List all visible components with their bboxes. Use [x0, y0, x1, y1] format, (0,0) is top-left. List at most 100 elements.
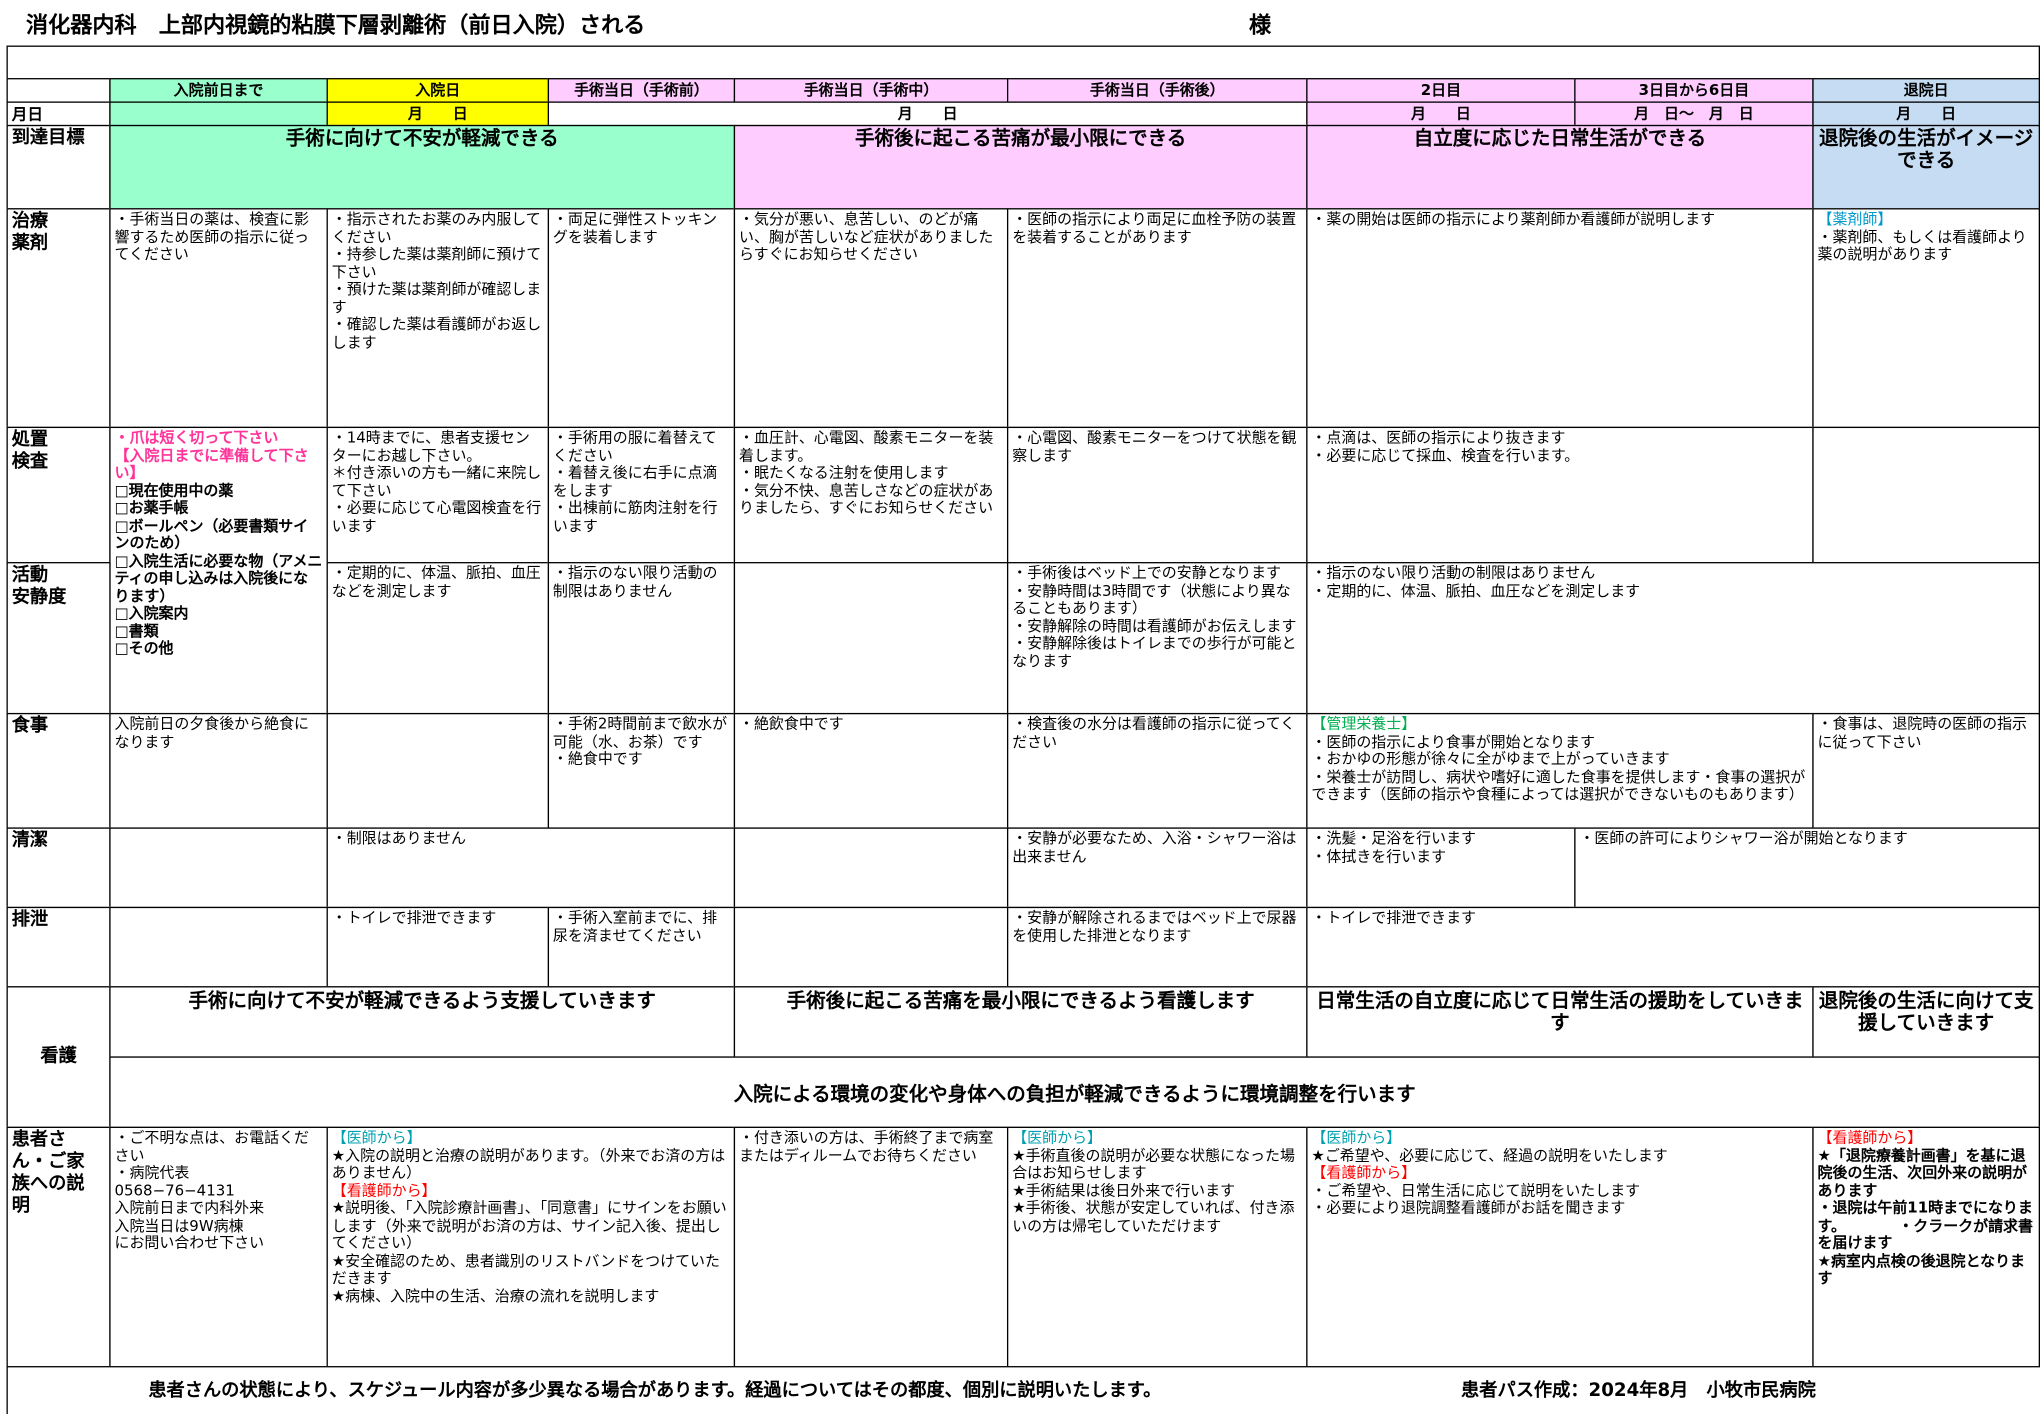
cell: ・指示のない限り活動の制限はありません	[547, 562, 736, 715]
date-cell: 月 日	[1306, 101, 1576, 127]
cell-text: ・医師の指示により両足に血栓予防の装置を装着することがあります	[1012, 209, 1297, 246]
cell: ・手術2時間前まで飲水が可能（水、お茶）です ・絶食中です	[547, 712, 736, 829]
cell-text: ・医師の指示により食事が開始となります	[1311, 731, 1595, 751]
row-label: 患者さ ん・ご家 族への説 明	[6, 1126, 111, 1368]
cell-text: ★説明後、「入院診療計画書」、「同意書」にサインをお願いします（外来で説明がお済…	[331, 1198, 727, 1252]
cell	[109, 827, 328, 909]
cell-text: ・病院代表	[114, 1163, 190, 1182]
cell-text: ・おかゆの形態が徐々に全がゆまで上がっていきます	[1311, 749, 1670, 768]
row-label: 月日	[6, 101, 111, 127]
cell-text: ・両足に弾性ストッキングを装着します	[552, 209, 718, 246]
cell-text: 退院後の生活に向けて支援していきます	[1818, 988, 2034, 1035]
cell-text: ・血圧計、心電図、酸素モニターを装着します。	[738, 428, 994, 464]
footer-credit: 患者パス作成：2024年8月 小牧市民病院	[1461, 1380, 1816, 1402]
cell-text: □ボールペン（必要書類サインのため）	[114, 515, 309, 552]
title-bar: 消化器内科 上部内視鏡的粘膜下層剥離術（前日入院）される 様	[6, 6, 2040, 47]
cell-text: ・検査後の水分は看護師の指示に従ってください	[1012, 714, 1296, 751]
cell-text: ・定期的に、体温、脈拍、血圧などを測定します	[1311, 580, 1641, 600]
cell-text: ・点滴は、医師の指示により抜きます	[1311, 428, 1566, 447]
cell-text: 入院前日まで内科外来	[114, 1198, 265, 1217]
cell: ・トイレで排泄できます	[326, 906, 550, 988]
cell-text: ・手術後はベッド上での安静となります	[1012, 563, 1282, 582]
cell-text: ・トイレで排泄できます	[1311, 908, 1477, 927]
row-label-text: 治療 薬剤	[11, 210, 49, 254]
cell	[1812, 426, 2040, 564]
cell	[326, 712, 550, 829]
cell-text: 【入院日までに準備して下さい】	[114, 445, 309, 482]
cell-text: ・心電図、酸素モニターをつけて状態を観察します	[1012, 428, 1297, 464]
row-label: 看護	[6, 986, 111, 1128]
column-header: 退院日	[1812, 78, 2040, 103]
cell-text: ・付き添いの方は、手術終了まで病室またはディルームでお待ちください	[738, 1127, 994, 1164]
row-label-text: 患者さ ん・ご家 族への説 明	[11, 1129, 85, 1217]
cell	[733, 827, 1009, 909]
date-text: 月 日	[407, 104, 468, 123]
cell: ・手術入室前までに、排尿を済ませてください	[547, 906, 736, 988]
cell-text: 自立度に応じた日常生活ができる	[1413, 126, 1707, 150]
column-title: 手術当日（手術中）	[803, 80, 939, 99]
cell-text: 【医師から】	[1311, 1127, 1402, 1147]
cell-text: ・体拭きを行います	[1311, 846, 1447, 865]
cell-text: ・確認した薬は看護師がお返しします	[331, 314, 542, 351]
cell: 【医師から】 ★ご希望や、必要に応じて、経過の説明をいたします 【看護師から】 ・ご希…	[1306, 1126, 1814, 1368]
cell: ・薬の開始は医師の指示により薬剤師か看護師が説明します	[1306, 208, 1814, 429]
cell: 【看護師から】 ★「退院療養計画書」を基に退院後の生活、次回外来の説明があります・…	[1812, 1126, 2040, 1368]
cell-text: 【看護師から】	[1817, 1127, 1923, 1147]
cell-text: ・手術入室前までに、排尿を済ませてください	[552, 908, 718, 944]
cell-text: ・手術当日の薬は、検査に影響するため医師の指示に従ってください	[114, 209, 309, 263]
cell: ・血圧計、心電図、酸素モニターを装着します。 ・眠たくなる注射を使用します ・気分不…	[733, 426, 1009, 564]
row-label: 清潔	[6, 827, 111, 909]
cell: ・医師の許可によりシャワー浴が開始となります	[1574, 827, 2040, 909]
cell-text: ・ご希望や、日常生活に応じて説明をいたします	[1311, 1180, 1641, 1199]
cell-text: 【看護師から】	[1311, 1163, 1417, 1182]
cell-text: 【管理栄養士】	[1311, 714, 1417, 733]
cell: ・食事は、退院時の医師の指示に従って下さい	[1812, 712, 2040, 829]
row-label-text: 活動 安静度	[11, 564, 67, 608]
cell: ・点滴は、医師の指示により抜きます ・必要に応じて採血、検査を行います。	[1306, 426, 1814, 564]
cell-text: ・着替え後に右手に点滴をします	[552, 463, 718, 499]
cell: ・洗髪・足浴を行います ・体拭きを行います	[1306, 827, 1576, 909]
cell-text: ・指示のない限り活動の制限はありません	[1311, 563, 1596, 582]
date-text: 月 日	[897, 104, 958, 123]
cell: ・安静が解除されるまではベッド上で尿器を使用した排泄となります	[1006, 906, 1308, 988]
cell-text: ・薬の開始は医師の指示により薬剤師か看護師が説明します	[1311, 209, 1716, 228]
cell-text: 【看護師から】	[331, 1180, 437, 1199]
cell-text: ★手術直後の説明が必要な状態になった場合はお知らせします	[1012, 1145, 1295, 1182]
cell: 入院による環境の変化や身体への負担が軽減できるように環境調整を行います	[109, 1056, 2040, 1128]
honorific: 様	[1248, 13, 1272, 40]
cell	[109, 906, 328, 988]
cell-text: ・14時までに、患者支援センターにお越し下さい。	[331, 428, 530, 464]
cell: 手術後に起こる苦痛を最小限にできるよう看護します	[733, 986, 1308, 1058]
cell-text: ・指示されたお薬のみ内服してください	[331, 209, 541, 246]
date-text: 月 日	[1410, 104, 1471, 123]
column-header: 3日目から6日目	[1574, 78, 1814, 103]
cell-text: ★手術結果は後日外来で行います	[1012, 1180, 1236, 1199]
column-header: 入院前日まで	[109, 78, 328, 103]
cell-text: ・栄養士が訪問し、病状や嗜好に適した食事を提供します・食事の選択ができます（医師…	[1311, 766, 1806, 803]
row-label-text: 排泄	[11, 909, 49, 931]
cell-text: ・安静解除の時間は看護師がお伝えします	[1012, 616, 1297, 635]
cell-text: 【薬剤師】	[1817, 209, 1893, 228]
cell-text: 手術後に起こる苦痛を最小限にできるよう看護します	[786, 988, 1255, 1013]
cell-text: □書類	[114, 621, 159, 640]
cell-text: □現在使用中の薬	[114, 480, 234, 499]
cell-text: ・安静時間は3時間です（状態により異なることもあります）	[1012, 580, 1291, 617]
cell-text: ・安静が必要なため、入浴・シャワー浴は出来ません	[1012, 828, 1297, 865]
cell: 手術後に起こる苦痛が最小限にできる	[733, 124, 1308, 210]
cell-text: 【医師から】	[1012, 1127, 1102, 1147]
cell-text: ・食事は、退院時の医師の指示に従って下さい	[1817, 714, 2027, 751]
cell-text: ・手術2時間前まで飲水が可能（水、お茶）です	[552, 714, 728, 751]
cell: ・トイレで排泄できます	[1306, 906, 2040, 988]
row-label-text: 到達目標	[11, 127, 85, 149]
corner-cell	[6, 78, 111, 103]
cell-text: ・必要により退院調整看護師がお話を聞きます	[1311, 1198, 1626, 1217]
cell-text: 【医師から】	[331, 1127, 422, 1147]
cell-text: 入院当日は9W病棟	[114, 1215, 244, 1235]
date-cell: 月 日	[1812, 101, 2040, 127]
cell-text: □入院案内	[114, 603, 189, 622]
cell-text: ・出棟前に筋肉注射を行います	[552, 498, 718, 535]
cell: ・制限はありません	[326, 827, 736, 909]
cell-text: ・洗髪・足浴を行います	[1311, 828, 1477, 847]
date-text: 月 日	[1896, 104, 1957, 123]
cell-text: □入院生活に必要な物（アメニティの申し込みは入院後になります）	[114, 550, 323, 605]
